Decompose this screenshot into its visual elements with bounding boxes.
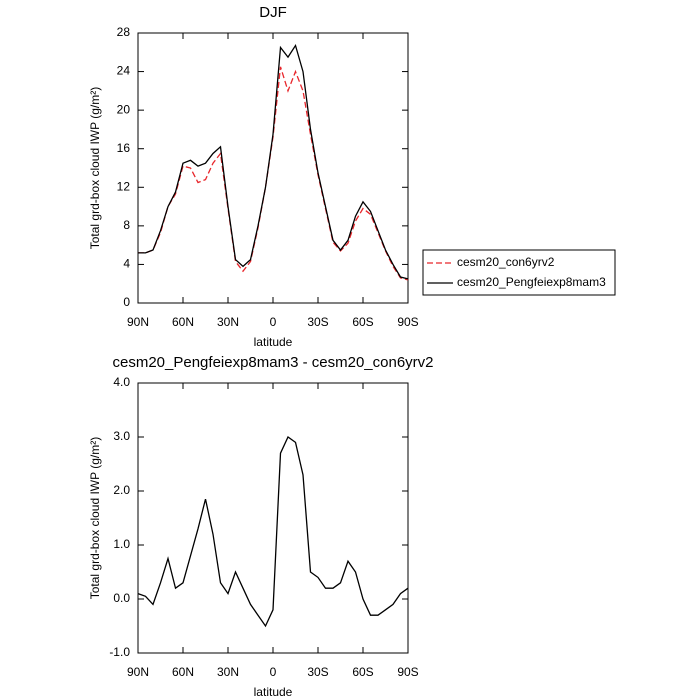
y-tick-label: 12 xyxy=(117,179,131,193)
chart-title: cesm20_Pengfeiexp8mam3 - cesm20_con6yrv2 xyxy=(113,354,434,371)
y-tick-label: 0 xyxy=(123,295,130,309)
x-tick-label: 0 xyxy=(270,665,277,679)
y-tick-label: 2.0 xyxy=(113,483,130,497)
x-axis-label: latitude xyxy=(254,685,293,699)
y-tick-label: 1.0 xyxy=(113,537,130,551)
x-tick-label: 90S xyxy=(397,665,418,679)
legend-label: cesm20_Pengfeiexp8mam3 xyxy=(457,275,606,289)
y-tick-label: 8 xyxy=(123,218,130,232)
y-tick-label: 4.0 xyxy=(113,375,130,389)
y-tick-label: 28 xyxy=(117,25,131,39)
y-axis-label: Total grd-box cloud IWP (g/m²) xyxy=(88,87,102,250)
y-tick-label: 24 xyxy=(117,64,131,78)
x-tick-label: 30S xyxy=(307,665,328,679)
x-tick-label: 30N xyxy=(217,665,239,679)
x-tick-label: 60N xyxy=(172,665,194,679)
y-tick-label: 0.0 xyxy=(113,591,130,605)
x-tick-label: 60S xyxy=(352,665,373,679)
x-tick-label: 90N xyxy=(127,315,149,329)
data-line xyxy=(137,436,409,628)
x-tick-label: 60S xyxy=(352,315,373,329)
y-tick-label: -1.0 xyxy=(109,645,130,659)
x-axis-label: latitude xyxy=(254,335,293,349)
x-tick-label: 0 xyxy=(270,315,277,329)
y-tick-label: 4 xyxy=(123,257,130,271)
x-tick-label: 30N xyxy=(217,315,239,329)
y-axis-label: Total grd-box cloud IWP (g/m²) xyxy=(88,437,102,600)
y-tick-label: 20 xyxy=(117,102,131,116)
x-tick-label: 60N xyxy=(172,315,194,329)
data-line xyxy=(138,66,409,281)
legend-label: cesm20_con6yrv2 xyxy=(457,255,555,269)
chart-title: DJF xyxy=(259,4,287,21)
x-tick-label: 90S xyxy=(397,315,418,329)
plot-frame xyxy=(137,32,409,304)
x-tick-label: 90N xyxy=(127,665,149,679)
plot-frame xyxy=(137,382,409,654)
legend-box xyxy=(422,249,616,296)
x-tick-label: 30S xyxy=(307,315,328,329)
y-tick-label: 16 xyxy=(117,141,131,155)
data-line xyxy=(138,43,409,280)
y-tick-label: 3.0 xyxy=(113,429,130,443)
